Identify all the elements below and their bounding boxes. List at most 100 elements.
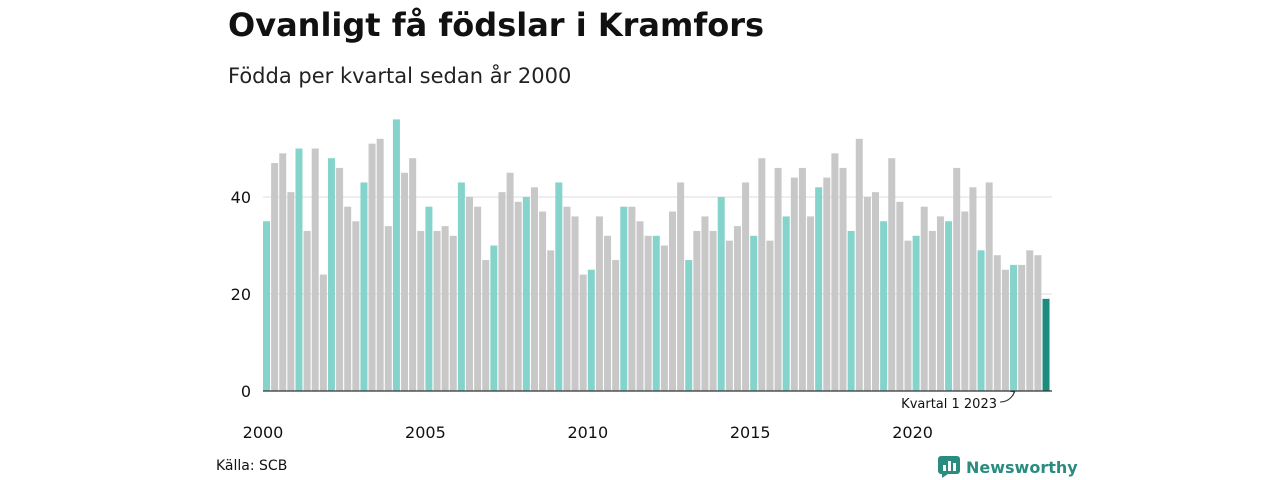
bar	[1026, 250, 1034, 391]
bar	[409, 158, 417, 391]
bar	[863, 197, 871, 391]
bar	[368, 143, 376, 391]
bar	[961, 211, 969, 391]
bar	[571, 216, 579, 391]
bar	[945, 221, 953, 391]
bar	[555, 182, 563, 391]
bar	[579, 274, 587, 391]
bar	[839, 167, 847, 391]
bar	[1018, 264, 1026, 391]
bar	[677, 182, 685, 391]
bar	[750, 235, 758, 391]
bar	[466, 197, 473, 391]
bar	[336, 167, 344, 391]
bar	[384, 226, 392, 391]
source-note: Källa: SCB	[216, 458, 288, 474]
newsworthy-logo-icon	[938, 456, 960, 478]
bar	[669, 211, 676, 391]
y-tick-label: 40	[231, 188, 251, 207]
bar	[279, 153, 287, 391]
bar	[1001, 269, 1009, 391]
bar	[595, 216, 603, 391]
bar	[977, 250, 985, 391]
bar	[457, 182, 465, 391]
annotation-arrowhead	[1009, 390, 1016, 397]
bar	[896, 201, 904, 391]
bar	[547, 250, 555, 391]
chart-title: Ovanligt få födslar i Kramfors	[228, 6, 765, 44]
annotation: Kvartal 1 2023	[901, 390, 1016, 412]
bar	[506, 172, 514, 391]
bar	[993, 255, 1001, 391]
bar	[522, 197, 530, 391]
bar	[344, 206, 352, 391]
bar	[644, 235, 652, 391]
y-tick-label: 20	[231, 285, 251, 304]
bar	[587, 269, 595, 391]
bar	[530, 187, 538, 391]
bar	[327, 158, 335, 391]
bar	[831, 153, 839, 391]
bar	[303, 230, 311, 391]
bar	[417, 230, 425, 391]
bar	[953, 167, 961, 391]
bar	[612, 260, 620, 391]
bar	[563, 206, 571, 391]
annotation-arrow	[999, 391, 1015, 403]
bar	[880, 221, 888, 391]
bar	[717, 197, 725, 391]
bar	[985, 182, 993, 391]
bar	[1010, 264, 1018, 391]
bar	[376, 138, 384, 391]
bar	[401, 172, 409, 391]
bar	[498, 192, 506, 391]
bar	[742, 182, 750, 391]
axes: 0 20 40 2000 2005 2010 2015 2020	[231, 188, 1052, 442]
bar	[482, 260, 490, 391]
bar	[815, 187, 823, 391]
chart-subtitle: Födda per kvartal sedan år 2000	[228, 64, 572, 88]
brand: Newsworthy	[938, 456, 1078, 478]
bar	[912, 235, 920, 391]
bar	[433, 230, 441, 391]
bars	[263, 119, 1050, 392]
bar	[514, 201, 522, 391]
bar	[904, 240, 912, 391]
bar	[733, 226, 741, 391]
bar	[620, 206, 628, 391]
x-tick-label: 2020	[892, 423, 933, 442]
bar	[807, 216, 815, 391]
bar	[693, 230, 701, 391]
bar	[969, 187, 977, 391]
annotation-label: Kvartal 1 2023	[901, 397, 997, 412]
bar	[758, 158, 766, 391]
bar	[628, 206, 636, 391]
bar	[319, 274, 327, 391]
bar	[441, 226, 449, 391]
bar	[311, 148, 319, 391]
bar	[709, 230, 717, 391]
bar	[636, 221, 644, 391]
bar	[660, 245, 668, 391]
x-tick-label: 2015	[730, 423, 771, 442]
bar	[823, 177, 831, 391]
bar	[888, 158, 896, 391]
bar	[701, 216, 709, 391]
bar	[774, 167, 782, 391]
bar	[490, 245, 498, 391]
bar	[360, 182, 368, 391]
bar	[855, 138, 863, 391]
bar	[847, 230, 855, 391]
bar	[295, 148, 303, 391]
bar	[449, 235, 457, 391]
x-tick-label: 2010	[567, 423, 608, 442]
bar	[263, 221, 270, 391]
bar	[392, 119, 400, 392]
bar	[936, 216, 944, 391]
bar	[539, 211, 547, 391]
bar	[685, 260, 693, 391]
bar	[652, 235, 660, 391]
y-tick-label: 0	[241, 382, 251, 401]
brand-name: Newsworthy	[966, 457, 1078, 477]
